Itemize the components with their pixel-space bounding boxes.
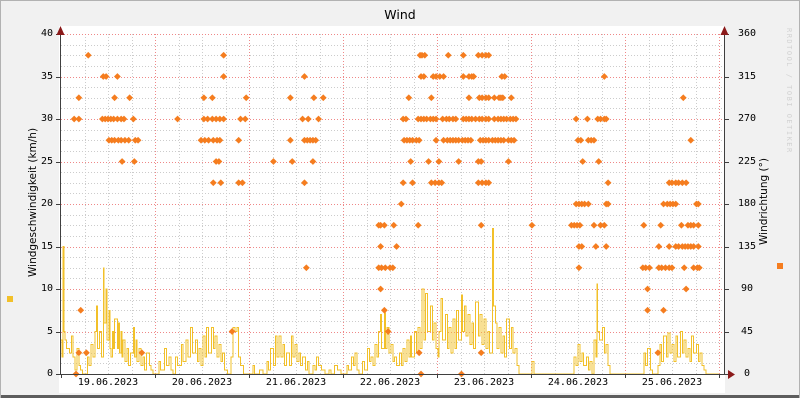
left-tick-label: 25	[40, 155, 53, 167]
chart-title: Wind	[384, 7, 416, 22]
right-tick-label: 225	[737, 155, 757, 167]
right-tick-label: 0	[743, 368, 751, 379]
left-tick-label: 0	[46, 368, 53, 379]
left-tick-label: 40	[40, 28, 53, 39]
right-tick-label: 135	[737, 240, 757, 252]
legend-marker-winddirection	[777, 263, 783, 269]
x-axis-date-label: 19.06.2023	[77, 377, 139, 388]
x-axis-date-label: 20.06.2023	[171, 377, 233, 388]
left-tick-label: 10	[40, 283, 53, 294]
right-axis-title: Windrichtung (°)	[758, 158, 770, 246]
right-tick-label: 90	[740, 283, 754, 294]
left-tick-label: 30	[40, 113, 53, 124]
x-axis-date-label: 25.06.2023	[641, 377, 703, 388]
x-axis-date-label: 23.06.2023	[453, 377, 515, 388]
right-tick-label: 360	[737, 28, 757, 39]
left-tick-label: 5	[46, 325, 53, 337]
bottom-border-band	[1, 395, 799, 398]
x-axis-date-label: 24.06.2023	[547, 377, 609, 388]
rrdtool-watermark: RRDTOOL / TOBI OETIKER	[785, 28, 793, 154]
legend-marker-windspeed	[7, 296, 13, 302]
right-tick-label: 315	[737, 70, 757, 82]
right-tick-label: 180	[737, 198, 757, 209]
right-tick-label: 45	[740, 325, 754, 337]
x-axis-date-label: 22.06.2023	[359, 377, 421, 388]
left-tick-label: 15	[40, 240, 53, 252]
right-tick-label: 270	[737, 113, 757, 124]
x-axis-date-label: 21.06.2023	[265, 377, 327, 388]
left-tick-label: 20	[40, 198, 53, 209]
left-tick-label: 35	[40, 70, 53, 82]
